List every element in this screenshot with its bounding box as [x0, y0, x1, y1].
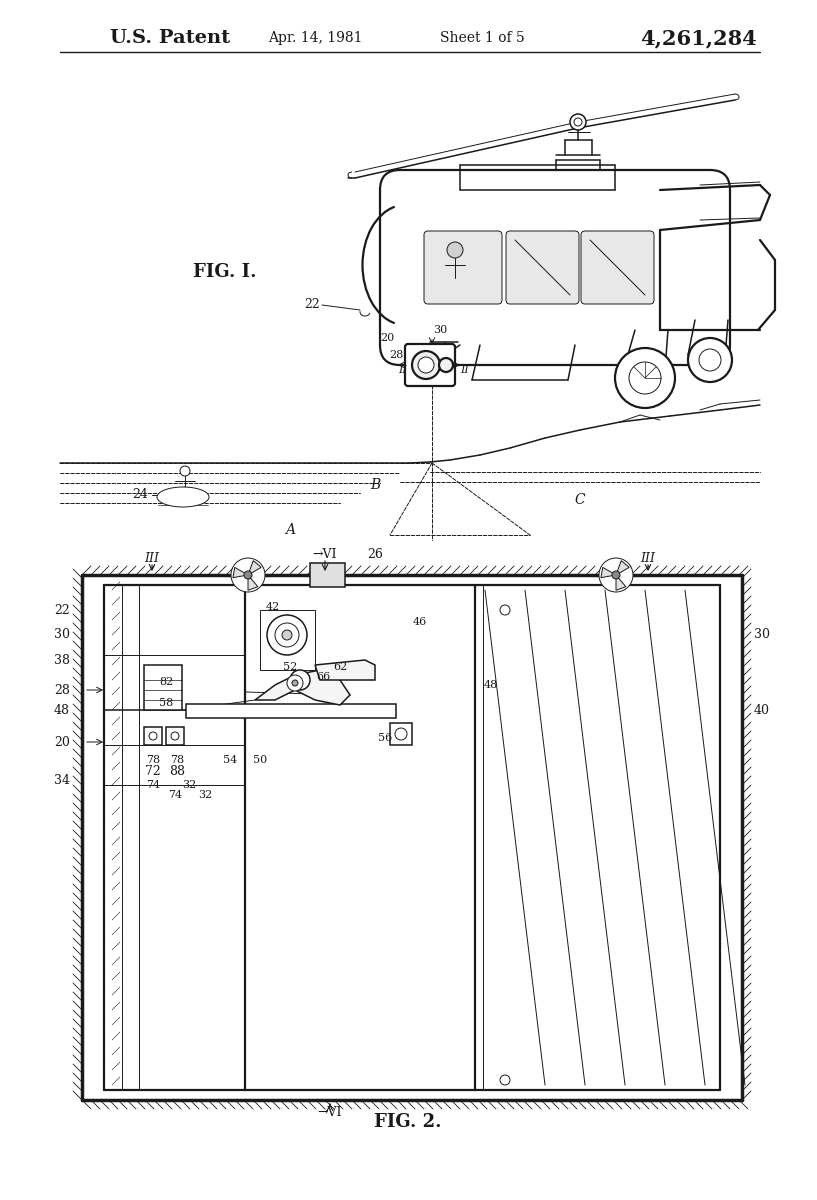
Text: FIG. 2.: FIG. 2.	[374, 1114, 442, 1130]
Text: III: III	[145, 552, 159, 564]
Text: 34: 34	[54, 774, 70, 786]
Text: II: II	[460, 365, 469, 374]
Circle shape	[149, 732, 157, 740]
Text: 30: 30	[754, 629, 770, 642]
Circle shape	[267, 614, 307, 655]
Text: U.S. Patent: U.S. Patent	[110, 29, 230, 47]
Circle shape	[699, 349, 721, 371]
Polygon shape	[233, 568, 248, 577]
Text: 72: 72	[145, 766, 161, 778]
Text: 46: 46	[413, 617, 427, 626]
Text: 26: 26	[367, 548, 383, 562]
Polygon shape	[315, 660, 375, 680]
Text: 54: 54	[223, 755, 237, 766]
Polygon shape	[248, 575, 258, 590]
Circle shape	[615, 348, 675, 408]
Bar	[260, 610, 315, 670]
Bar	[390, 722, 412, 745]
Circle shape	[500, 605, 510, 614]
Text: Sheet 1 of 5: Sheet 1 of 5	[440, 31, 525, 44]
Text: 42: 42	[266, 602, 280, 612]
Text: 52: 52	[283, 662, 297, 672]
Polygon shape	[248, 560, 261, 575]
Circle shape	[629, 362, 661, 394]
Circle shape	[688, 338, 732, 382]
Circle shape	[171, 732, 179, 740]
Text: 56: 56	[378, 733, 392, 743]
Text: A: A	[285, 523, 295, 538]
Circle shape	[231, 558, 265, 592]
Text: C: C	[574, 493, 585, 506]
Text: B: B	[370, 478, 380, 492]
Circle shape	[447, 242, 463, 258]
Text: 22: 22	[54, 604, 70, 617]
Text: II: II	[398, 365, 407, 374]
FancyBboxPatch shape	[380, 170, 730, 365]
Text: 4,261,284: 4,261,284	[640, 28, 757, 48]
Polygon shape	[616, 560, 629, 575]
Text: 30: 30	[433, 325, 447, 335]
Circle shape	[290, 670, 310, 690]
Text: →VI: →VI	[313, 548, 337, 562]
Text: 88: 88	[169, 766, 185, 778]
Text: 20: 20	[54, 736, 70, 749]
Text: 50: 50	[253, 755, 267, 766]
Bar	[144, 727, 162, 745]
Text: 24: 24	[132, 488, 148, 502]
Circle shape	[570, 114, 586, 130]
Circle shape	[412, 350, 440, 379]
Bar	[186, 704, 396, 718]
Text: 32: 32	[182, 780, 196, 790]
Text: 74: 74	[146, 780, 160, 790]
Text: 38: 38	[54, 654, 70, 666]
Text: 20: 20	[381, 332, 395, 343]
Circle shape	[395, 728, 407, 740]
Text: 78: 78	[170, 755, 184, 766]
Text: 62: 62	[333, 662, 347, 672]
Text: 66: 66	[316, 672, 330, 682]
Text: 48: 48	[54, 703, 70, 716]
Text: 82: 82	[158, 677, 173, 686]
Circle shape	[599, 558, 633, 592]
Text: 74: 74	[168, 790, 182, 800]
Bar	[144, 665, 182, 710]
Circle shape	[500, 1075, 510, 1085]
Text: 48: 48	[484, 680, 498, 690]
Circle shape	[292, 680, 298, 686]
Text: 32: 32	[198, 790, 212, 800]
FancyBboxPatch shape	[405, 344, 455, 386]
Text: Apr. 14, 1981: Apr. 14, 1981	[268, 31, 363, 44]
Circle shape	[439, 358, 453, 372]
Text: 22: 22	[304, 299, 320, 312]
Text: 40: 40	[754, 703, 770, 716]
Circle shape	[574, 118, 582, 126]
Text: 28: 28	[54, 684, 70, 696]
Polygon shape	[616, 575, 626, 590]
Text: 58: 58	[158, 698, 173, 708]
Text: 30: 30	[54, 629, 70, 642]
FancyBboxPatch shape	[581, 230, 654, 304]
Circle shape	[180, 466, 190, 476]
Text: III: III	[641, 552, 655, 564]
Circle shape	[282, 630, 292, 640]
Text: →VI: →VI	[318, 1105, 342, 1118]
Text: 28: 28	[390, 350, 404, 360]
Text: 78: 78	[146, 755, 160, 766]
Ellipse shape	[157, 487, 209, 506]
FancyBboxPatch shape	[424, 230, 502, 304]
Bar	[310, 563, 345, 587]
Circle shape	[612, 571, 620, 578]
FancyBboxPatch shape	[506, 230, 579, 304]
Polygon shape	[255, 670, 350, 704]
Circle shape	[244, 571, 252, 578]
Text: FIG. I.: FIG. I.	[193, 263, 257, 281]
Circle shape	[418, 358, 434, 373]
Bar	[166, 727, 184, 745]
Polygon shape	[601, 568, 616, 577]
Circle shape	[287, 674, 303, 691]
Circle shape	[275, 623, 299, 647]
